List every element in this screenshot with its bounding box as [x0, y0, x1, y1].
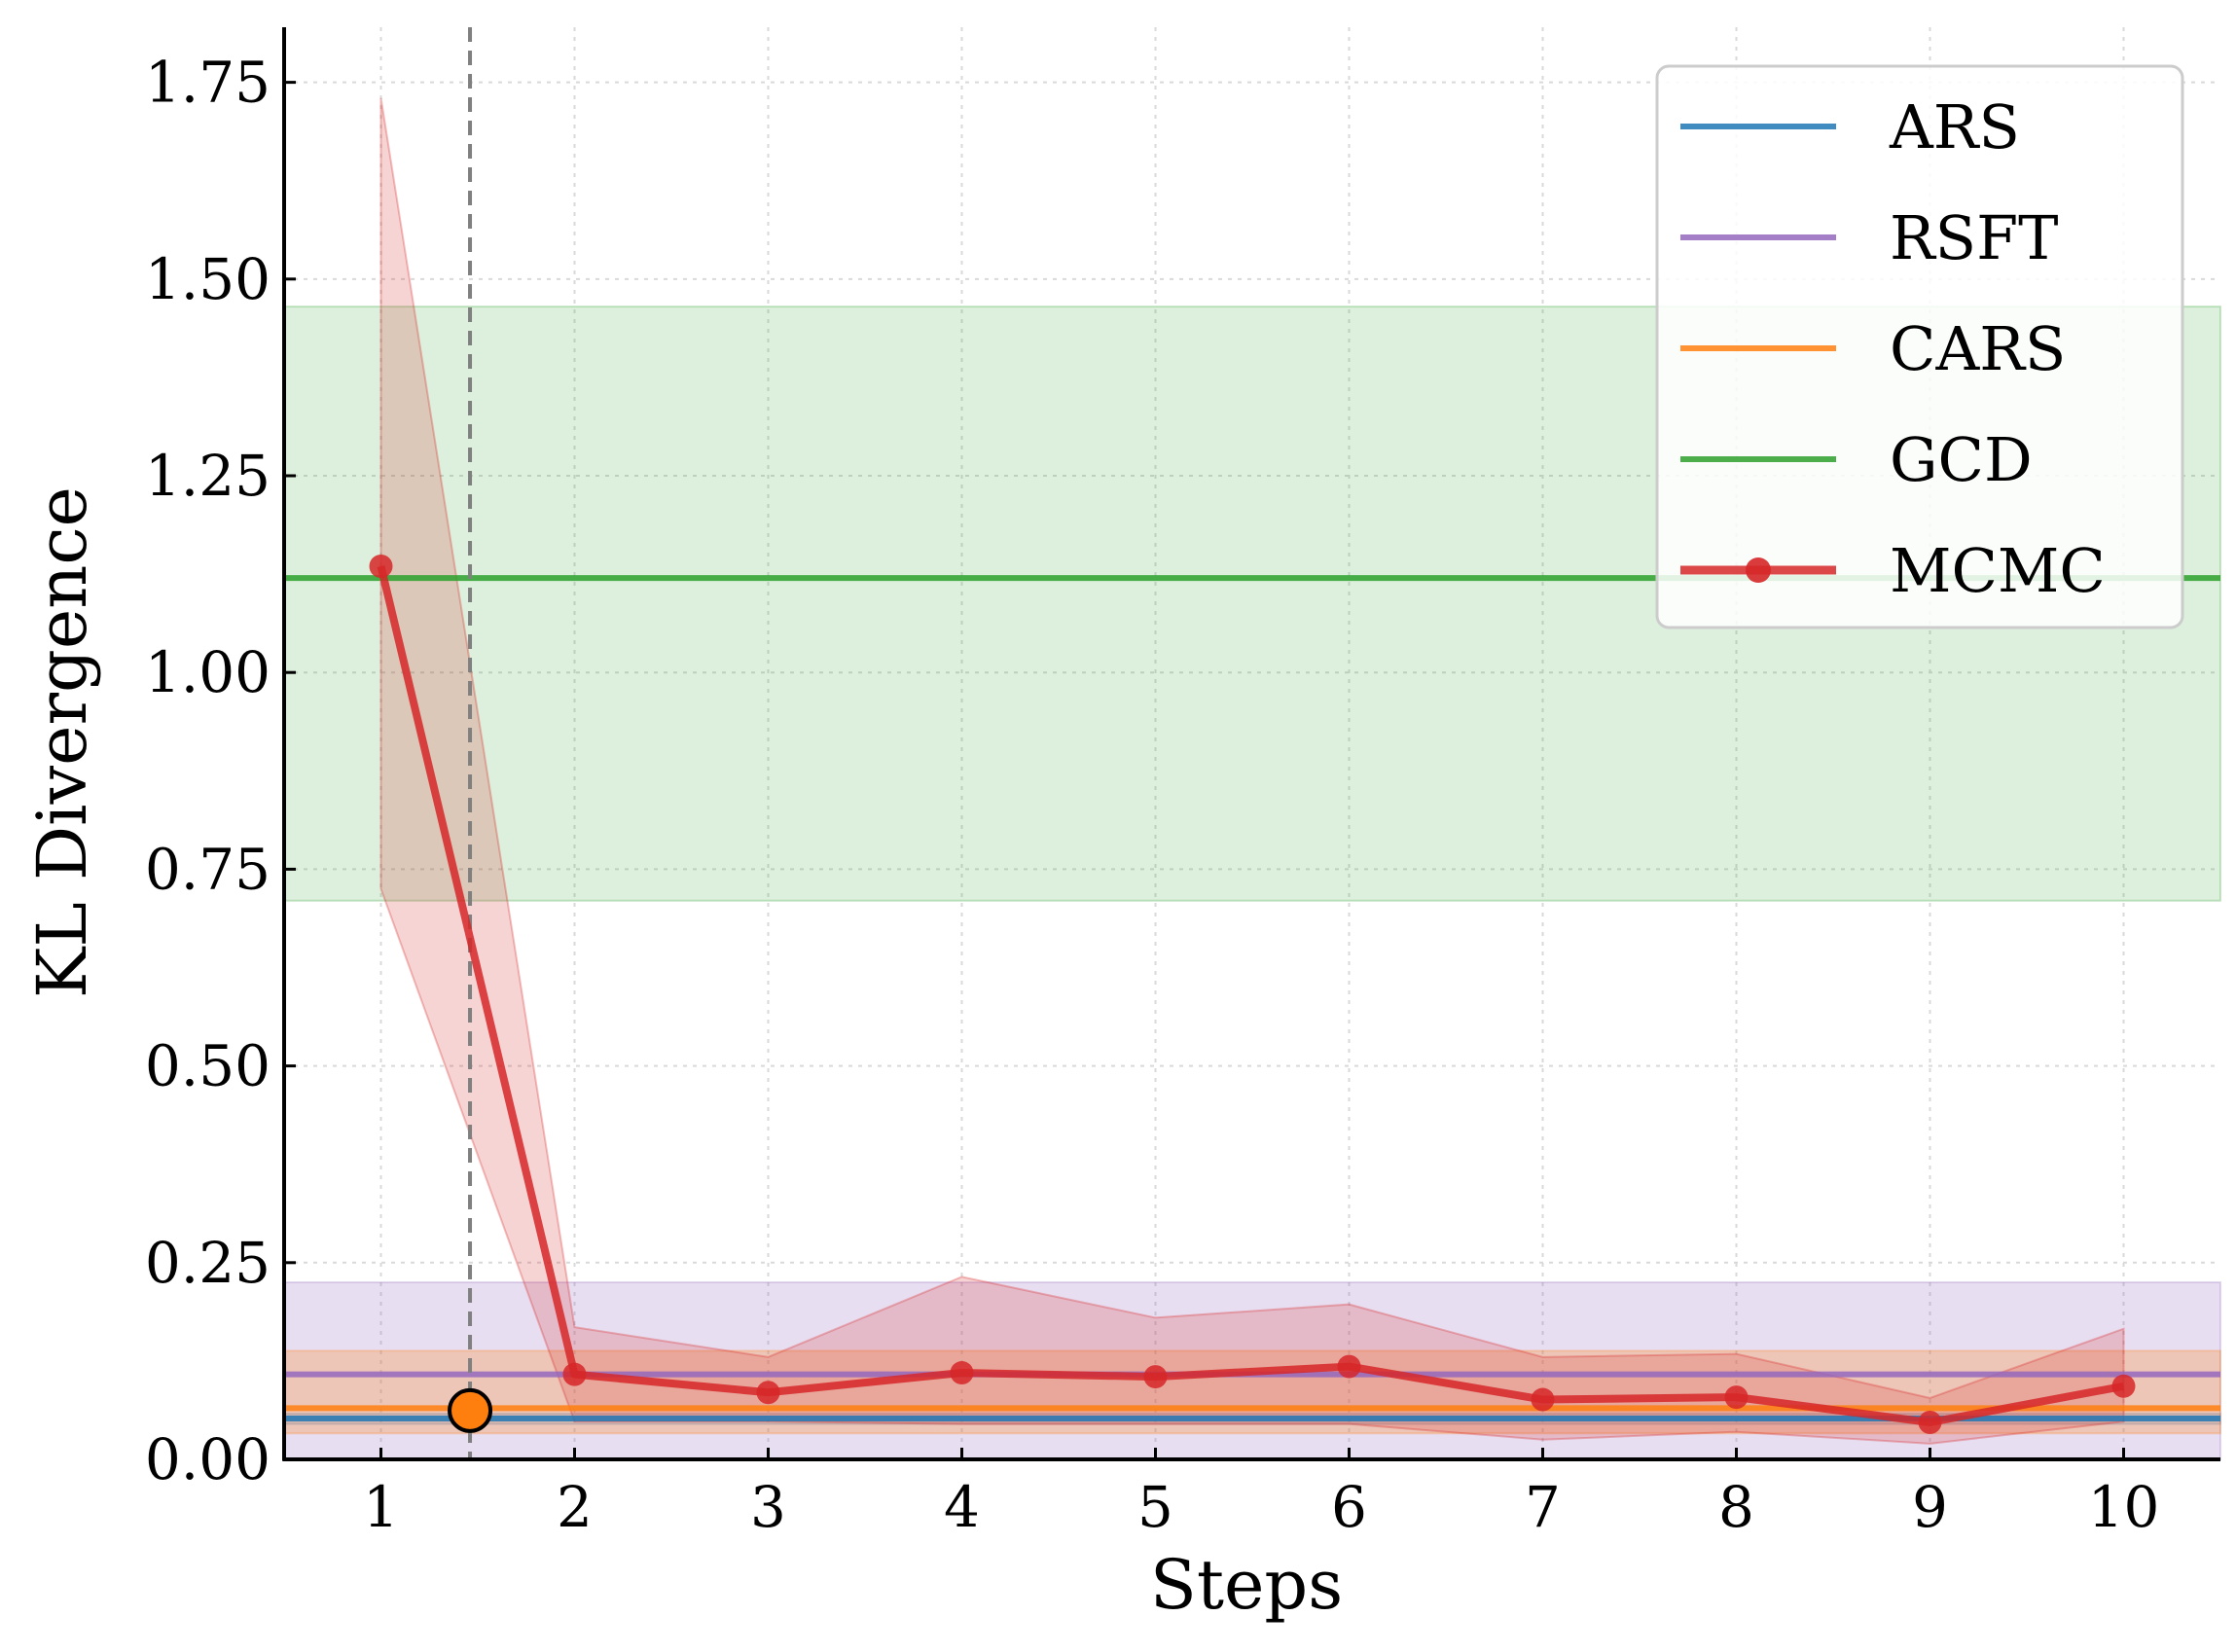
y-tick-label: 0.75	[145, 836, 270, 902]
legend-ars-label: ARS	[1889, 91, 2020, 162]
highlight-marker	[448, 1387, 493, 1433]
y-tick-label: 1.75	[145, 50, 270, 116]
x-tick-label: 9	[1912, 1474, 1948, 1540]
legend-mcmc-marker	[1746, 557, 1771, 583]
mcmc-point-4	[950, 1361, 974, 1385]
legend-mcmc-label: MCMC	[1890, 535, 2106, 606]
legend-gcd-label: GCD	[1890, 424, 2033, 495]
tick-labels: 0.00 0.25 0.50 0.75 1.00 1.25 1.50 1.75 1 2 3 4 5 6 7 8…	[145, 50, 2160, 1540]
y-tick-label: 1.00	[145, 639, 270, 705]
x-tick-label: 6	[1331, 1474, 1367, 1540]
y-axis-label: KL Divergence	[22, 486, 102, 998]
mcmc-point-1	[369, 555, 393, 579]
x-tick-label: 8	[1718, 1474, 1754, 1540]
mcmc-point-3	[756, 1381, 780, 1405]
mcmc-point-8	[1724, 1385, 1749, 1410]
x-tick-label: 4	[944, 1474, 980, 1540]
y-tick-label: 1.50	[145, 246, 270, 312]
x-tick-label: 10	[2088, 1474, 2160, 1540]
y-tick-label: 0.25	[145, 1230, 270, 1296]
mcmc-line	[377, 565, 2125, 1426]
axes	[282, 27, 2220, 1461]
x-tick-label: 3	[750, 1474, 786, 1540]
mcmc-point-9	[1918, 1410, 1942, 1434]
y-tick-label: 0.50	[145, 1033, 270, 1099]
y-tick-label: 0.00	[145, 1426, 270, 1492]
mcmc-point-10	[2111, 1374, 2136, 1398]
legend-rsft-label: RSFT	[1890, 202, 2059, 273]
x-tick-label: 7	[1525, 1474, 1561, 1540]
mcmc-point-6	[1337, 1354, 1361, 1379]
series-layer	[369, 555, 2136, 1434]
legend: ARS RSFT CARS GCD MCMC	[1655, 64, 2184, 629]
y-tick-label: 1.25	[145, 443, 270, 509]
mcmc-point-2	[562, 1362, 587, 1386]
legend-box	[1655, 64, 2184, 629]
mcmc-point-5	[1143, 1365, 1168, 1389]
legend-cars-label: CARS	[1890, 313, 2066, 384]
x-tick-label: 2	[557, 1474, 593, 1540]
x-tick-label: 5	[1137, 1474, 1173, 1540]
x-axis-label: Steps	[1150, 1545, 1343, 1625]
mcmc-point-7	[1531, 1387, 1555, 1412]
x-tick-label: 1	[363, 1474, 399, 1540]
